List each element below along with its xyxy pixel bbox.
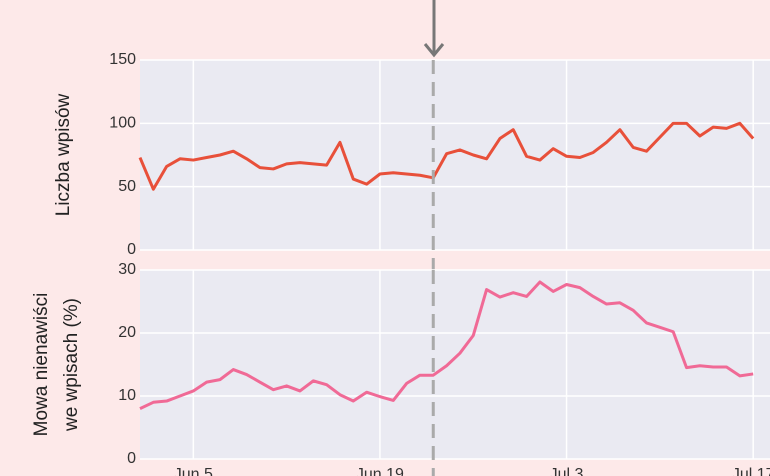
y-tick-label: 150 [109, 51, 136, 68]
y-tick-label: 20 [118, 324, 136, 341]
x-tick-label: Jun 5 [174, 466, 213, 476]
x-tick-label: Jul 3 [550, 466, 584, 476]
plot-area [140, 270, 770, 459]
plot-area [140, 60, 770, 250]
y-tick-label: 0 [127, 241, 136, 258]
y-tick-label: 30 [118, 261, 136, 278]
plots: 0 50 100 150 Liczba wpisów 0 10 20 30 Jun 5 Jun 19… [31, 51, 770, 476]
line [139, 280, 754, 410]
line [138, 121, 755, 191]
y-tick-label: 0 [127, 450, 136, 467]
y-tick-label: 50 [118, 178, 136, 195]
y-axis-label: we wpisach (%) [61, 298, 82, 432]
arrow-head [423, 43, 445, 58]
y-tick-label: 100 [109, 115, 136, 132]
x-tick-label: Jul 17 [732, 466, 770, 476]
x-tick-label: Jun 19 [356, 466, 404, 476]
y-axis-label: Liczba wpisów [53, 93, 74, 216]
y-axis-label: Mowa nienawiści [31, 293, 52, 437]
y-tick-label: 10 [118, 387, 136, 404]
